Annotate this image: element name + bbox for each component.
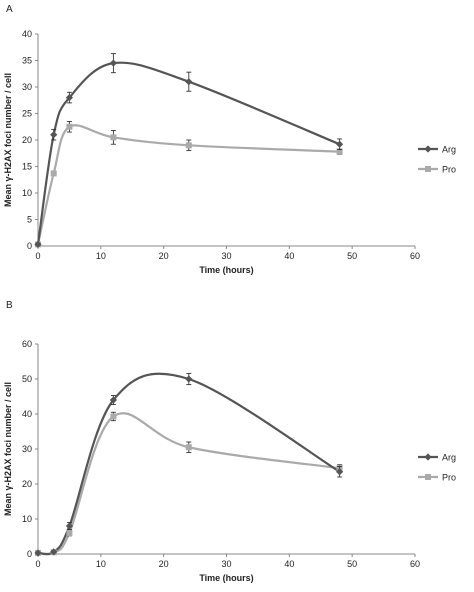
- data-point-arg: [109, 396, 117, 404]
- data-point-arg: [34, 240, 42, 249]
- data-point-arg: [185, 375, 193, 383]
- data-point-arg: [336, 468, 344, 476]
- series-line-arg: [36, 61, 341, 245]
- x-tick-label: 30: [221, 251, 231, 261]
- data-point-arg: [34, 549, 42, 557]
- y-tick-label: 15: [22, 162, 32, 172]
- data-point-arg: [50, 131, 58, 139]
- y-tick-label: 30: [22, 82, 32, 92]
- x-tick-label: 60: [410, 559, 420, 569]
- y-tick-label: 30: [22, 444, 32, 454]
- y-tick-label: 40: [22, 29, 32, 39]
- legend-label-pro: Pro: [442, 473, 456, 483]
- panel-label: B: [6, 300, 13, 311]
- data-point-arg: [109, 59, 117, 67]
- x-axis-title: Time (hours): [199, 573, 253, 583]
- legend-marker-arg: [424, 453, 432, 461]
- x-tick-label: 60: [410, 251, 420, 261]
- y-tick-label: 10: [22, 188, 32, 198]
- chart-panel-b: B 0 10 20 30 40 50 60 0 10 20 30 40 50 60 Time (hours)…: [0, 296, 474, 592]
- x-tick-label: 50: [347, 559, 357, 569]
- data-point-pro: [66, 530, 73, 536]
- data-point-arg: [65, 94, 74, 102]
- legend-label-arg: Arg: [442, 145, 456, 155]
- x-tick-label: 20: [159, 559, 169, 569]
- y-axis-title: Mean γ-H2AX foci number / cell: [3, 382, 13, 516]
- x-tick-label: 40: [284, 559, 294, 569]
- data-point-arg: [65, 522, 74, 530]
- panel-label: A: [6, 4, 13, 15]
- series-line-pro: [37, 412, 340, 555]
- y-axis-title: Mean γ-H2AX foci number / cell: [3, 73, 13, 207]
- legend-marker-arg: [424, 145, 432, 153]
- x-axis-title: Time (hours): [199, 265, 253, 275]
- data-point-pro: [185, 142, 192, 149]
- y-tick-label: 0: [27, 549, 32, 559]
- y-tick-label: 50: [22, 374, 32, 384]
- x-tick-label: 10: [96, 559, 106, 569]
- data-point-arg: [185, 78, 193, 86]
- x-tick-label: 50: [347, 251, 357, 261]
- legend-marker-pro: [425, 474, 431, 480]
- legend-label-pro: Pro: [442, 165, 456, 175]
- x-tick-label: 0: [35, 559, 40, 569]
- data-point-arg: [50, 548, 58, 556]
- data-point-pro: [185, 444, 192, 451]
- y-tick-label: 0: [27, 241, 32, 251]
- series-line-pro: [36, 124, 340, 245]
- y-tick-label: 40: [22, 409, 32, 419]
- y-tick-label: 20: [22, 479, 32, 489]
- x-tick-label: 20: [159, 251, 169, 261]
- data-point-pro: [110, 134, 117, 141]
- y-tick-label: 35: [22, 56, 32, 66]
- y-tick-label: 5: [27, 215, 32, 225]
- data-point-pro: [66, 123, 73, 130]
- chart-panel-a: A 0 5 10 15 20 25 30 35 40 0 10 20 30 40 50 60 Time (hou…: [3, 4, 456, 275]
- x-tick-label: 30: [221, 559, 231, 569]
- chart-a-svg: 0 5 10 15 20 25 30 35 40 0 10 20 30 40 50 60 Time (hours…: [3, 29, 456, 275]
- x-tick-label: 0: [35, 251, 40, 261]
- x-tick-label: 40: [284, 251, 294, 261]
- data-point-pro: [50, 170, 57, 177]
- y-tick-label: 10: [22, 514, 32, 524]
- y-tick-label: 20: [22, 135, 32, 145]
- chart-b-svg: 0 10 20 30 40 50 60 0 10 20 30 40 50 60 Time (hours) Me…: [3, 339, 456, 583]
- data-point-arg: [336, 140, 344, 148]
- data-point-pro: [336, 148, 343, 155]
- x-tick-label: 10: [96, 251, 106, 261]
- data-point-pro: [110, 413, 117, 420]
- legend-marker-pro: [425, 166, 431, 172]
- y-tick-label: 25: [22, 109, 32, 119]
- series-line-arg: [37, 372, 341, 556]
- legend-label-arg: Arg: [442, 453, 456, 463]
- y-tick-label: 60: [22, 339, 32, 349]
